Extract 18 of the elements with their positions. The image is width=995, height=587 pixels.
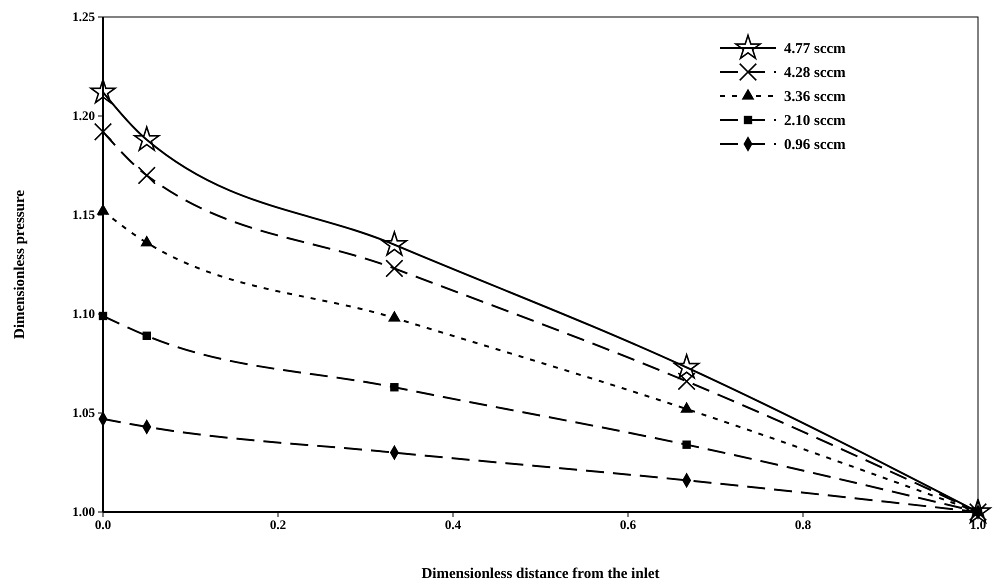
legend-label: 4.28 sccm [784,65,846,81]
y-axis-title: Dimensionless pressure [12,190,28,340]
y-tick-label: 1.20 [72,108,95,124]
y-tick-label: 1.05 [72,405,96,420]
legend-label: 0.96 sccm [784,137,846,153]
x-axis-title: Dimensionless distance from the inlet [421,566,660,582]
legend-label: 4.77 sccm [784,41,846,57]
y-tick-label: 1.25 [72,9,96,24]
legend-label: 3.36 sccm [784,89,846,105]
x-tick-label: 0.4 [444,517,462,532]
x-tick-label: 0.6 [620,517,637,532]
x-tick-label: 0.2 [270,517,286,532]
x-tick-label: 0.8 [794,517,812,532]
x-tick-label: 0.0 [94,517,112,532]
legend-label: 2.10 sccm [784,113,846,129]
y-tick-label: 1.10 [72,306,95,322]
y-tick-label: 1.15 [72,207,96,222]
y-tick-label: 1.00 [72,504,95,520]
